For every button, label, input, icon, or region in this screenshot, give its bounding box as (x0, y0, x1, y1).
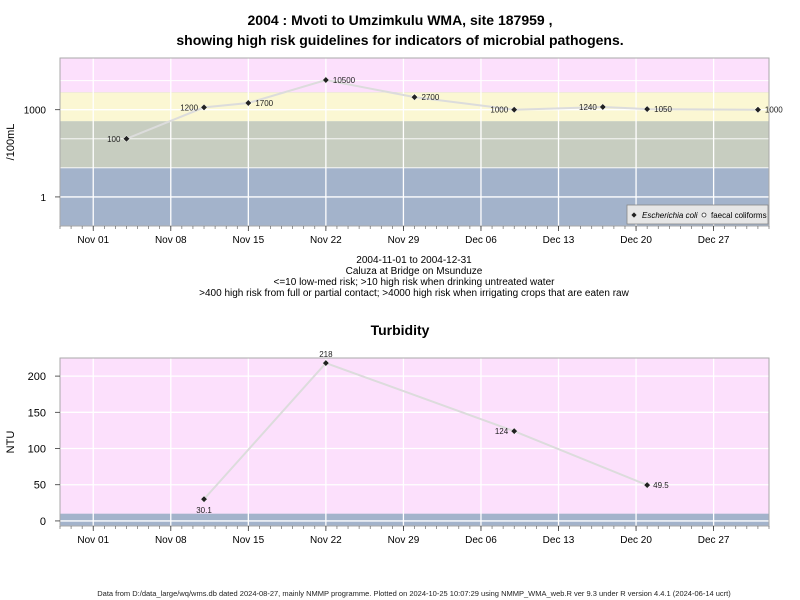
x-tick-label: Nov 15 (232, 235, 264, 246)
x-tick-label: Dec 20 (620, 235, 652, 246)
data-point (200, 495, 208, 503)
data-label: 218 (319, 350, 333, 359)
y-tick-label: 0 (40, 516, 46, 528)
data-label: 2700 (422, 93, 440, 102)
data-point (322, 359, 330, 367)
data-label: 1050 (654, 105, 672, 114)
data-point (200, 103, 208, 111)
y-tick-label: 200 (28, 371, 46, 383)
legend-label-faecal: faecal coliforms (711, 211, 767, 220)
x-tick-label: Dec 06 (465, 235, 497, 246)
legend-marker-faecal (701, 212, 707, 218)
data-point (754, 106, 762, 114)
x-tick-label: Dec 13 (543, 235, 575, 246)
caption-note-contact: >400 high risk from full or partial cont… (199, 288, 629, 299)
data-point (322, 76, 330, 84)
risk-band-3 (60, 58, 769, 93)
y-axis-label: NTU (5, 431, 17, 454)
data-label: 1200 (180, 103, 198, 112)
data-label: 49.5 (653, 481, 669, 490)
data-point (122, 135, 131, 143)
x-tick-label: Nov 01 (77, 235, 109, 246)
caption-note-drinking: <=10 low-med risk; >10 high risk when dr… (273, 277, 555, 288)
risk-band-1 (60, 358, 769, 514)
data-label: 10500 (333, 76, 356, 85)
caption-date-range: 2004-11-01 to 2004-12-31 (356, 255, 472, 266)
x-tick-label: Dec 13 (543, 535, 575, 546)
risk-band-1 (60, 121, 769, 168)
x-tick-label: Nov 22 (310, 535, 342, 546)
y-tick-label: 1000 (24, 106, 47, 117)
data-label: 1000 (765, 106, 783, 115)
data-label: 1240 (579, 103, 597, 112)
legend-box (626, 204, 769, 225)
data-point (244, 99, 252, 107)
y-tick-label: 1 (40, 193, 46, 204)
turbidity-title: Turbidity (370, 322, 430, 338)
x-tick-label: Nov 29 (388, 535, 420, 546)
data-label: 100 (107, 135, 121, 144)
data-point (510, 427, 518, 435)
x-tick-label: Dec 27 (698, 535, 730, 546)
grid-lines (60, 358, 769, 526)
x-tick-label: Nov 08 (155, 535, 187, 546)
legend-label-ecoli: Escherichia coli (642, 211, 698, 220)
data-label: 1700 (255, 99, 273, 108)
legend: Escherichia coli faecal coliforms (626, 204, 769, 225)
y-tick-label: 50 (34, 480, 46, 492)
data-label: 1000 (490, 106, 508, 115)
y-tick-label: 150 (28, 407, 46, 419)
chart-title-line2: showing high risk guidelines for indicat… (176, 32, 624, 48)
x-tick-label: Nov 29 (388, 235, 420, 246)
x-tick-label: Dec 27 (698, 235, 730, 246)
data-label: 30.1 (196, 506, 212, 515)
series-line (203, 361, 648, 500)
data-point (510, 106, 518, 114)
legend-marker-ecoli (631, 212, 637, 218)
x-tick-label: Nov 22 (310, 235, 342, 246)
data-point (599, 103, 607, 111)
x-tick-label: Nov 08 (155, 235, 187, 246)
data-label: 124 (495, 427, 509, 436)
x-tick-label: Dec 20 (620, 535, 652, 546)
y-tick-label: 100 (28, 444, 46, 456)
x-tick-label: Nov 01 (77, 535, 109, 546)
data-point (643, 105, 651, 113)
caption-site-name: Caluza at Bridge on Msunduze (345, 266, 483, 277)
chart-title-line1: 2004 : Mvoti to Umzimkulu WMA, site 1879… (247, 12, 553, 28)
data-point (643, 481, 651, 489)
x-tick-label: Nov 15 (232, 535, 264, 546)
footer-note: Data from D:/data_large/wq/wms.db dated … (97, 589, 731, 598)
y-axis-label: /100mL (5, 124, 17, 161)
data-point (410, 93, 419, 101)
x-tick-label: Dec 06 (465, 535, 497, 546)
